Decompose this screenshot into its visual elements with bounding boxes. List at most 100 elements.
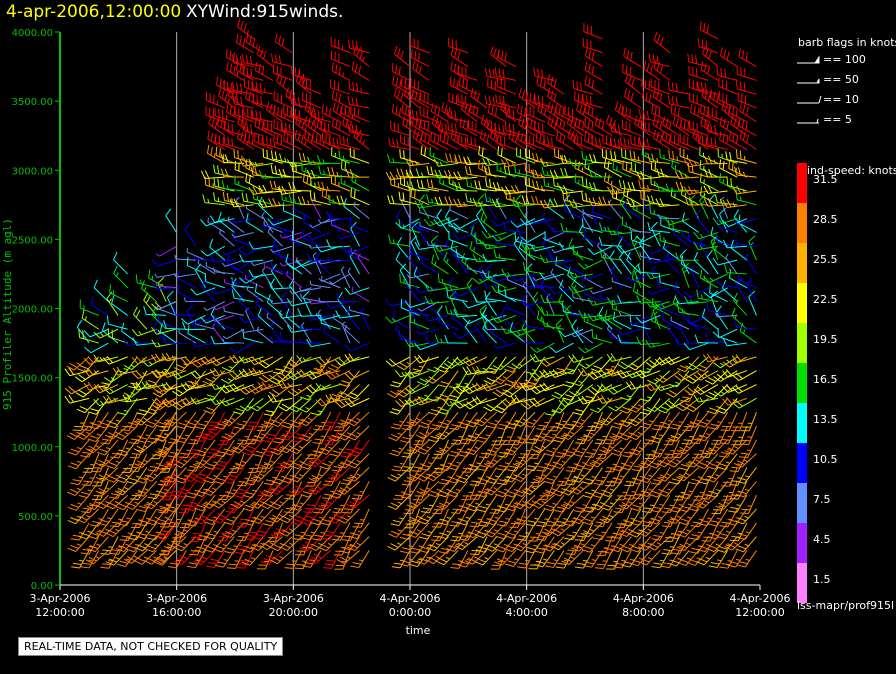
wind-barb [273,104,293,123]
wind-barb [101,322,119,344]
wind-barb [269,536,293,552]
wind-barb [336,292,360,303]
wind-barb [85,439,109,454]
wind-barb [80,536,100,555]
wind-barb [331,62,351,81]
wind-barb [337,411,360,427]
wind-barb [729,453,748,473]
wind-barb [611,277,632,289]
wind-barb [250,467,274,483]
wind-barb [279,153,302,164]
wind-barb [636,170,661,180]
wind-barb [350,550,370,569]
wind-barb [346,306,360,330]
wind-barb [407,109,430,123]
wind-barb [83,328,109,338]
wind-barb [315,356,341,367]
wind-barb [105,550,129,566]
wind-barb [239,397,264,412]
wind-barb [337,508,360,524]
wind-barb [173,536,197,552]
wind-barb [322,481,341,500]
wind-barb [615,481,632,501]
x-tick-date: 3-Apr-2006 [263,592,324,605]
wind-barb [291,231,312,247]
wind-barb [342,244,360,261]
wind-barb [478,508,498,527]
wind-barb [388,137,411,151]
wind-barb [205,550,226,569]
color-swatch [797,203,807,243]
wind-barb [736,65,757,81]
wind-barb [310,508,332,526]
wind-barb [357,253,370,275]
wind-barb [238,245,264,256]
wind-barb [325,301,351,310]
wind-barb [699,269,719,289]
wind-barb [492,181,516,192]
wind-barb [238,356,264,364]
wind-barb [651,467,671,486]
wind-barb [568,158,593,167]
wind-barb [221,259,245,267]
wind-barb [178,439,197,459]
wind-barb [159,323,177,344]
wind-barb [719,47,738,67]
wind-barb [338,370,360,387]
wind-barb [405,157,430,167]
wind-barb [157,316,177,330]
wind-barb [712,257,738,266]
wind-barb [76,398,100,414]
wind-barb [212,267,235,275]
wind-barb [194,494,216,512]
wind-barb [269,278,283,302]
wind-barb [286,370,312,381]
wind-barb [707,481,729,498]
wind-barb [453,218,478,229]
wind-barb [347,123,370,137]
y-tick-label: 0.00 [31,581,53,592]
wind-barb [393,87,411,109]
wind-barb [387,195,411,206]
wind-barb [325,393,351,403]
wind-barb [584,103,603,123]
wind-barb [248,158,273,168]
flag-label: == 100 [823,53,866,66]
wind-barb [622,63,642,81]
wind-barb [161,352,187,362]
wind-barb [391,453,411,472]
wind-barb [621,216,642,233]
wind-barb [211,494,235,509]
half-pennant-barb-icon [797,78,820,84]
wind-barb [330,79,351,95]
wind-barb [233,398,255,415]
wind-barb [254,62,274,81]
quality-warning-note: REAL-TIME DATA, NOT CHECKED FOR QUALITY [18,637,284,656]
wind-barb [72,411,90,432]
wind-barb [223,467,245,485]
wind-barb [81,309,100,330]
wind-barb [457,65,478,81]
wind-barb [687,53,709,68]
wind-barb [735,80,757,95]
wind-barb [508,129,526,150]
wind-barb [351,61,370,81]
wind-barb [327,508,351,524]
wind-barb [340,174,360,192]
wind-barb [180,397,206,406]
wind-barb [340,104,360,123]
wind-barb [79,299,99,316]
wind-barb [331,90,351,109]
wind-barb [543,494,565,512]
wind-barb [309,191,331,206]
wind-barb [262,135,283,150]
speed-bin-label: 1.5 [813,573,831,586]
wind-barb [203,467,226,484]
wind-barb [136,522,157,540]
wind-barb [287,384,312,397]
wind-barb [309,280,331,289]
wind-barb [269,494,293,510]
wind-barb [91,481,109,501]
wind-barb [339,135,360,150]
wind-barb [631,162,651,178]
